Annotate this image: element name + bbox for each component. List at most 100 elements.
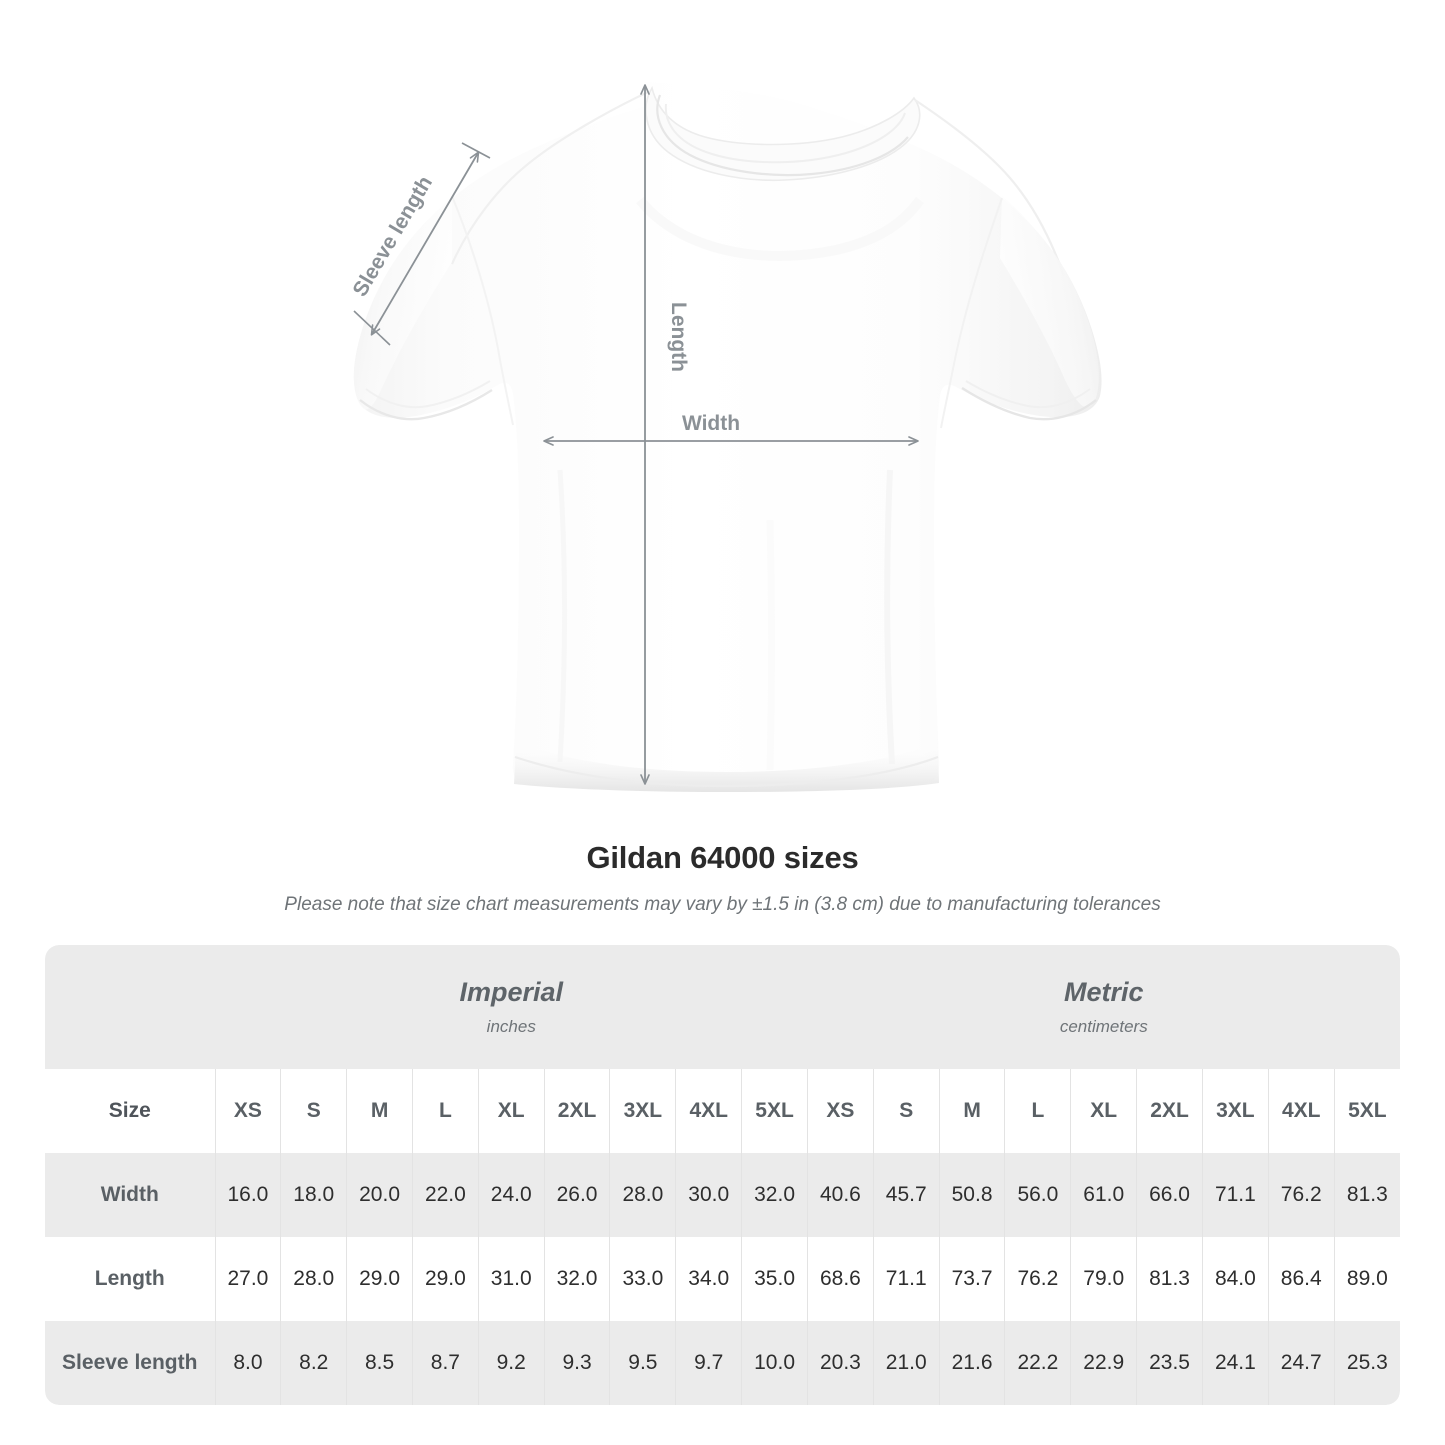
cell-metric: 89.0 bbox=[1333, 1237, 1401, 1321]
cell-metric: 76.2 bbox=[1004, 1237, 1071, 1321]
cell-metric: 81.3 bbox=[1136, 1237, 1203, 1321]
size-chart-table: Imperial inches Metric centimeters Size X… bbox=[45, 945, 1401, 1405]
page-title: Gildan 64000 sizes bbox=[586, 840, 859, 875]
cell-imperial: 8.5 bbox=[346, 1321, 413, 1405]
size-header-imperial-5xl: 5XL bbox=[741, 1069, 808, 1153]
metric-unit-name: Metric bbox=[1064, 977, 1144, 1007]
size-corner-label: Size bbox=[45, 1069, 215, 1153]
imperial-unit-sub: inches bbox=[486, 1017, 536, 1036]
cell-metric: 71.1 bbox=[1201, 1153, 1269, 1237]
cell-imperial: 22.0 bbox=[411, 1153, 479, 1237]
size-header-imperial-xl: XL bbox=[477, 1069, 545, 1153]
cell-imperial: 28.0 bbox=[280, 1237, 347, 1321]
unit-header-row: Imperial inches Metric centimeters bbox=[45, 945, 1401, 1069]
tshirt-illustration: Length Width Sleeve length bbox=[348, 82, 1102, 792]
cell-imperial: 31.0 bbox=[477, 1237, 545, 1321]
cell-imperial: 9.2 bbox=[477, 1321, 545, 1405]
shirt-fold-c bbox=[766, 519, 775, 771]
cell-metric: 22.9 bbox=[1070, 1321, 1137, 1405]
size-header-imperial-4xl: 4XL bbox=[675, 1069, 742, 1153]
cell-imperial: 34.0 bbox=[675, 1237, 742, 1321]
size-header-metric-2xl: 2XL bbox=[1136, 1069, 1203, 1153]
cell-imperial: 29.0 bbox=[411, 1237, 479, 1321]
size-header-metric-xl: XL bbox=[1070, 1069, 1137, 1153]
size-header-imperial-m: M bbox=[346, 1069, 413, 1153]
shirt-outline bbox=[353, 82, 1102, 791]
size-header-imperial-l: L bbox=[411, 1069, 479, 1153]
cell-imperial: 29.0 bbox=[346, 1237, 413, 1321]
cell-metric: 81.3 bbox=[1333, 1153, 1401, 1237]
shirt-right-sleeve-hem bbox=[961, 386, 1097, 421]
cell-metric: 40.6 bbox=[807, 1153, 874, 1237]
cell-imperial: 30.0 bbox=[675, 1153, 742, 1237]
cell-metric: 22.2 bbox=[1004, 1321, 1071, 1405]
cell-metric: 50.8 bbox=[938, 1153, 1005, 1237]
size-header-imperial-3xl: 3XL bbox=[609, 1069, 676, 1153]
shirt-collar-seam bbox=[664, 103, 906, 164]
cell-metric: 71.1 bbox=[872, 1237, 940, 1321]
size-header-metric-xs: XS bbox=[807, 1069, 874, 1153]
cell-metric: 45.7 bbox=[872, 1153, 940, 1237]
cell-metric: 25.3 bbox=[1333, 1321, 1401, 1405]
metric-unit-header: Metric centimeters bbox=[807, 945, 1401, 1069]
cell-imperial: 9.5 bbox=[609, 1321, 676, 1405]
sleeve-length-arrow bbox=[370, 151, 480, 336]
shirt-collar-rib bbox=[656, 94, 909, 177]
row-label-length: Length bbox=[45, 1237, 215, 1321]
cell-imperial: 35.0 bbox=[741, 1237, 808, 1321]
cell-imperial: 33.0 bbox=[609, 1237, 676, 1321]
cell-metric: 20.3 bbox=[807, 1321, 874, 1405]
cell-metric: 24.7 bbox=[1267, 1321, 1335, 1405]
table-row: Length 27.0 28.0 29.0 29.0 31.0 32.0 33.0 34.0 35… bbox=[45, 1237, 1401, 1321]
size-header-metric-3xl: 3XL bbox=[1201, 1069, 1269, 1153]
cell-imperial: 8.0 bbox=[214, 1321, 281, 1405]
shirt-left-sleeve-hem-inner bbox=[365, 380, 491, 409]
size-header-imperial-s: S bbox=[280, 1069, 347, 1153]
shirt-body-group bbox=[353, 82, 1102, 792]
cell-imperial: 24.0 bbox=[477, 1153, 545, 1237]
cell-metric: 61.0 bbox=[1070, 1153, 1137, 1237]
cell-metric: 56.0 bbox=[1004, 1153, 1071, 1237]
shirt-chest-shade bbox=[636, 196, 925, 261]
size-header-metric-m: M bbox=[938, 1069, 1005, 1153]
shirt-hem-line bbox=[514, 755, 939, 788]
cell-imperial: 26.0 bbox=[543, 1153, 610, 1237]
cell-imperial: 8.2 bbox=[280, 1321, 347, 1405]
size-header-metric-l: L bbox=[1004, 1069, 1071, 1153]
size-header-metric-4xl: 4XL bbox=[1267, 1069, 1335, 1153]
cell-metric: 86.4 bbox=[1267, 1237, 1335, 1321]
cell-metric: 21.0 bbox=[872, 1321, 940, 1405]
cell-metric: 24.1 bbox=[1201, 1321, 1269, 1405]
size-header-imperial-2xl: 2XL bbox=[543, 1069, 610, 1153]
cell-metric: 73.7 bbox=[938, 1237, 1005, 1321]
length-label: Length bbox=[667, 302, 690, 372]
cell-imperial: 10.0 bbox=[741, 1321, 808, 1405]
cell-imperial: 27.0 bbox=[214, 1237, 281, 1321]
cell-imperial: 9.7 bbox=[675, 1321, 742, 1405]
table-row: Sleeve length 8.0 8.2 8.5 8.7 9.2 9.3 9.5 9.7 10.… bbox=[45, 1321, 1401, 1405]
sleeve-cap-top bbox=[461, 142, 491, 159]
imperial-unit-header: Imperial inches bbox=[215, 945, 808, 1069]
width-label: Width bbox=[682, 412, 740, 435]
size-chart-table-wrap: Imperial inches Metric centimeters Size X… bbox=[45, 945, 1401, 1405]
cell-imperial: 8.7 bbox=[411, 1321, 479, 1405]
shirt-right-armhole bbox=[940, 197, 1003, 429]
cell-imperial: 16.0 bbox=[214, 1153, 281, 1237]
row-label-width: Width bbox=[45, 1153, 215, 1237]
shirt-fold-b bbox=[884, 469, 895, 765]
size-header-metric-5xl: 5XL bbox=[1333, 1069, 1401, 1153]
shirt-right-sleeve bbox=[1000, 196, 1099, 408]
cell-metric: 23.5 bbox=[1136, 1321, 1203, 1405]
cell-imperial: 9.3 bbox=[543, 1321, 610, 1405]
cell-metric: 84.0 bbox=[1201, 1237, 1269, 1321]
shirt-right-shoulder-seam bbox=[914, 99, 1066, 277]
cell-imperial: 32.0 bbox=[543, 1237, 610, 1321]
shirt-collar-outer bbox=[645, 85, 921, 182]
cell-metric: 66.0 bbox=[1136, 1153, 1203, 1237]
table-row: Width 16.0 18.0 20.0 22.0 24.0 26.0 28.0 30.0 32.… bbox=[45, 1153, 1401, 1237]
cell-imperial: 32.0 bbox=[741, 1153, 808, 1237]
title-block: Gildan 64000 sizes Please note that size… bbox=[0, 838, 1445, 918]
shirt-left-sleeve-hem bbox=[359, 388, 493, 421]
cell-imperial: 18.0 bbox=[280, 1153, 347, 1237]
size-header-imperial-xs: XS bbox=[214, 1069, 281, 1153]
